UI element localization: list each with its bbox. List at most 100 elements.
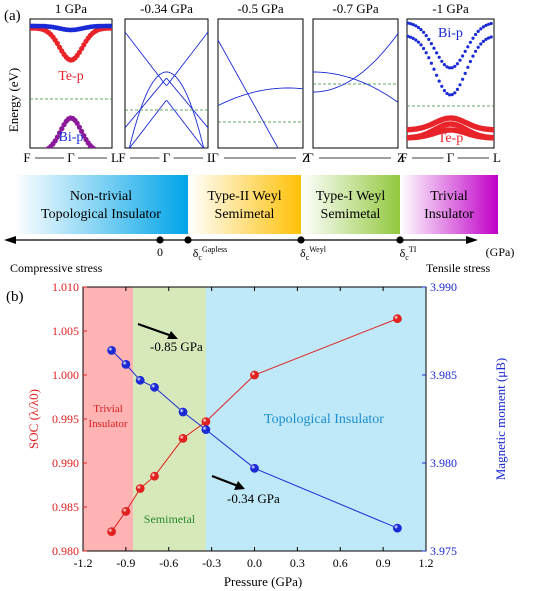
orbital-label: Te-p	[58, 69, 83, 84]
conduction-band-bi-p	[487, 36, 491, 40]
valence-band-mixed	[99, 149, 104, 154]
conduction-band-bi-p	[448, 93, 452, 97]
data-point	[135, 484, 145, 493]
conduction-band-bi-p	[411, 36, 415, 41]
phase-label: Insulator	[424, 207, 474, 222]
band-upper	[128, 71, 205, 148]
band-panel: -0.5 GPa Γ Z	[211, 1, 310, 165]
conduction-band-bi-p	[435, 73, 439, 77]
conduction-band-bi-p-2	[424, 34, 428, 38]
y-tick-label: 0.985	[52, 500, 79, 514]
conduction-band-te-p	[54, 40, 61, 47]
phase-region	[14, 175, 188, 234]
valence-band-mixed	[57, 130, 63, 136]
compressive-stress-label: Compressive stress	[10, 261, 103, 275]
conduction-band-bi-p	[484, 37, 488, 42]
region-label: Insulator	[88, 418, 127, 430]
band-panel-content	[30, 23, 112, 154]
series-line	[111, 318, 398, 532]
conduction-band-bi-p-2	[487, 22, 491, 26]
phase-label: Semimetal	[215, 207, 275, 222]
conduction-band-bi-p-2	[484, 23, 488, 27]
band-ylabel: Energy (eV)	[6, 68, 21, 132]
conduction-band-bi-p	[414, 38, 418, 42]
conduction-band-bi-p-2	[458, 58, 462, 62]
valence-band-mixed	[103, 149, 108, 154]
band-panel-title: -0.7 GPa	[332, 1, 378, 16]
conduction-band-bi-p	[453, 91, 457, 95]
valence-band-mixed	[33, 149, 38, 154]
band-panel: -0.7 GPa Γ Z	[306, 1, 405, 165]
valence-band-mixed	[81, 133, 87, 139]
valence-band-mixed	[97, 148, 102, 153]
valence-band-mixed	[54, 134, 61, 140]
conduction-band-bi-p-2	[445, 65, 449, 69]
y2-tick-label: 3.990	[430, 280, 457, 294]
orbital-label: Te-p	[438, 131, 463, 146]
k-point-label: L	[207, 150, 215, 165]
band-panel-content	[125, 31, 208, 148]
x-tick-label: 0.3	[290, 556, 305, 570]
conduction-band-bi-p	[476, 45, 480, 49]
k-point-label: F	[23, 150, 30, 165]
k-point-label: Γ	[211, 150, 219, 165]
y-tick-label: 1.005	[52, 324, 79, 338]
critical-point-label: δcWeyl	[300, 245, 327, 262]
conduction-band-bi-p-2	[407, 21, 410, 25]
valence-band-mixed	[105, 149, 110, 154]
data-point	[201, 417, 211, 426]
conduction-band-bi-p-2	[429, 42, 433, 46]
conduction-band-bi-p	[466, 65, 470, 69]
phase-label: Topological Insulator	[41, 207, 161, 222]
conduction-band-bi-p-2	[422, 30, 426, 34]
data-point	[135, 375, 145, 385]
conduction-band-bi-p	[437, 79, 441, 83]
conduction-band-bi-p-2	[440, 59, 444, 63]
conduction-band-bi-p	[427, 56, 431, 60]
valence-band-mixed	[92, 146, 98, 148]
valence-band-mixed	[95, 147, 99, 148]
y2-tick-label: 3.980	[430, 456, 457, 470]
y-tick-label: 0.980	[52, 544, 79, 558]
region-label: Semimetal	[144, 512, 196, 526]
axis-marker	[156, 236, 164, 244]
valence-band-mixed	[76, 124, 82, 130]
annotation-arrowhead	[167, 331, 178, 339]
region-label: Topological Insulator	[264, 412, 384, 427]
conduction-band-bi-p	[461, 77, 465, 81]
conduction-band-bi-p	[440, 84, 444, 88]
data-point	[250, 370, 259, 380]
phase-label: Type-II Weyl	[207, 189, 281, 204]
band-panel-frame	[29, 18, 113, 149]
band-upper-linear	[125, 78, 208, 129]
conduction-band-bi-p-2	[489, 21, 493, 26]
conduction-band-bi-p-2	[432, 46, 436, 50]
conduction-band-bi-p	[458, 83, 462, 87]
valence-band-mixed	[74, 120, 80, 126]
y-tick-label: 1.010	[52, 280, 79, 294]
phase-diagram-bar: Non-trivial Topological Insulator Type-II …	[4, 175, 514, 275]
conduction-band-bi-p	[419, 43, 423, 47]
data-point	[107, 527, 116, 536]
conduction-band-bi-p-2	[468, 40, 472, 44]
band-cone-lower	[218, 39, 279, 148]
data-point	[121, 507, 131, 516]
annotation-arrowhead	[234, 481, 245, 490]
band-panel-frame	[312, 18, 399, 149]
valence-band-mixed	[79, 128, 85, 134]
data-point	[107, 346, 116, 355]
valence-band-mixed	[39, 149, 44, 154]
k-point-label: L	[493, 150, 501, 165]
conduction-band-bi-p	[474, 49, 478, 53]
valence-band-mixed	[101, 149, 106, 154]
y2-tick-label: 3.975	[430, 544, 457, 558]
y-tick-label: 0.990	[52, 456, 79, 470]
phase-label: Non-trivial	[70, 189, 132, 204]
axis-unit-label: (GPa)	[486, 245, 515, 259]
axis-zero-label: 0	[157, 245, 163, 259]
conduction-band-bi-p-2	[448, 66, 452, 70]
conduction-band-bi-p	[481, 39, 485, 44]
band-panel-frame	[217, 18, 304, 149]
conduction-band-bi-p	[409, 35, 413, 39]
